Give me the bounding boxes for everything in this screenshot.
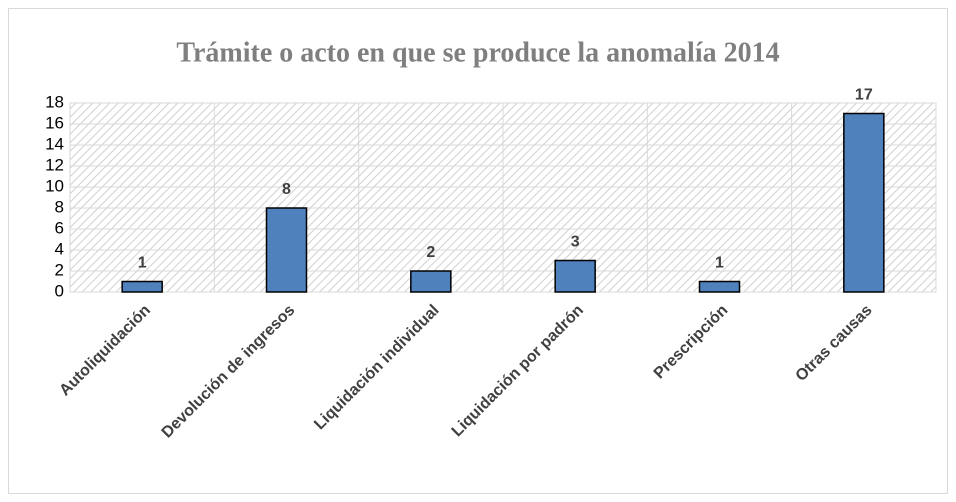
y-tick-label: 18 <box>45 92 64 111</box>
data-label: 8 <box>282 181 291 198</box>
data-label: 2 <box>426 244 435 261</box>
y-tick-label: 14 <box>45 134 64 153</box>
bar <box>698 280 741 293</box>
bar <box>843 112 885 293</box>
y-tick-label: 6 <box>55 218 64 237</box>
bar <box>121 280 163 293</box>
y-tick-label: 0 <box>55 281 64 300</box>
y-tick-label: 10 <box>45 176 64 195</box>
chart-title: Trámite o acto en que se produce la anom… <box>176 37 779 68</box>
y-tick-label: 2 <box>55 260 64 279</box>
y-tick-label: 12 <box>45 155 64 174</box>
data-label: 17 <box>855 87 873 104</box>
y-tick-label: 16 <box>45 113 64 132</box>
data-label: 1 <box>138 255 147 272</box>
data-label: 3 <box>571 234 580 251</box>
y-tick-label: 8 <box>55 197 64 216</box>
y-tick-label: 4 <box>55 239 64 258</box>
bar <box>554 259 596 293</box>
bar <box>410 270 452 293</box>
data-label: 1 <box>715 255 724 272</box>
bar <box>265 207 308 293</box>
